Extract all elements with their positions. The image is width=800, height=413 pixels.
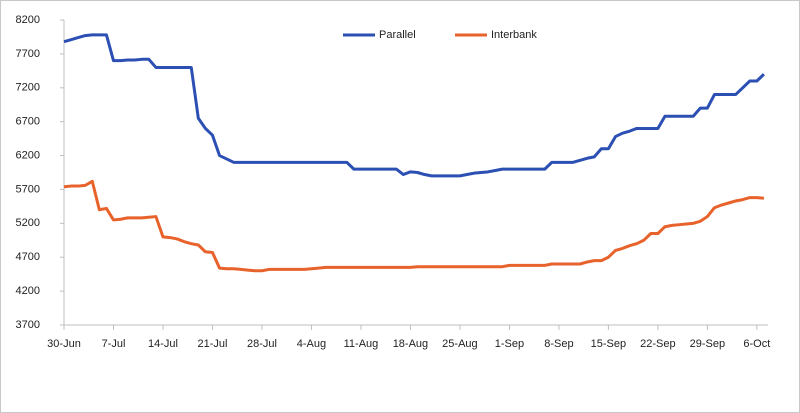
y-tick-label: 8200 bbox=[16, 14, 40, 26]
legend-label: Parallel bbox=[379, 29, 416, 41]
y-tick-label: 3700 bbox=[16, 319, 40, 331]
x-tick-label: 14-Jul bbox=[148, 338, 178, 350]
y-tick-label: 5200 bbox=[16, 217, 40, 229]
y-tick-label: 4200 bbox=[16, 285, 40, 297]
x-tick-label: 4-Aug bbox=[297, 338, 326, 350]
series-line bbox=[63, 33, 765, 178]
y-tick-label: 7200 bbox=[16, 82, 40, 94]
x-tick-label: 21-Jul bbox=[197, 338, 227, 350]
y-tick-label: 5700 bbox=[16, 183, 40, 195]
x-tick-label: 29-Sep bbox=[690, 338, 725, 350]
x-tick-label: 11-Aug bbox=[344, 338, 379, 350]
x-tick-label: 25-Aug bbox=[442, 338, 477, 350]
x-tick-label: 8-Sep bbox=[544, 338, 573, 350]
x-tick-label: 22-Sep bbox=[640, 338, 675, 350]
x-tick-label: 28-Jul bbox=[247, 338, 277, 350]
y-tick-label: 6200 bbox=[16, 149, 40, 161]
x-tick-label: 1-Sep bbox=[495, 338, 524, 350]
y-tick-label: 6700 bbox=[16, 116, 40, 128]
x-tick-label: 15-Sep bbox=[591, 338, 626, 350]
y-tick-label: 4700 bbox=[16, 251, 40, 263]
series-line bbox=[63, 179, 765, 273]
x-tick-label: 7-Jul bbox=[102, 338, 126, 350]
legend-label: Interbank bbox=[491, 29, 537, 41]
x-tick-label: 18-Aug bbox=[393, 338, 428, 350]
x-tick-label: 30-Jun bbox=[47, 338, 81, 350]
y-tick-label: 7700 bbox=[16, 48, 40, 60]
x-tick-label: 6-Oct bbox=[743, 338, 770, 350]
